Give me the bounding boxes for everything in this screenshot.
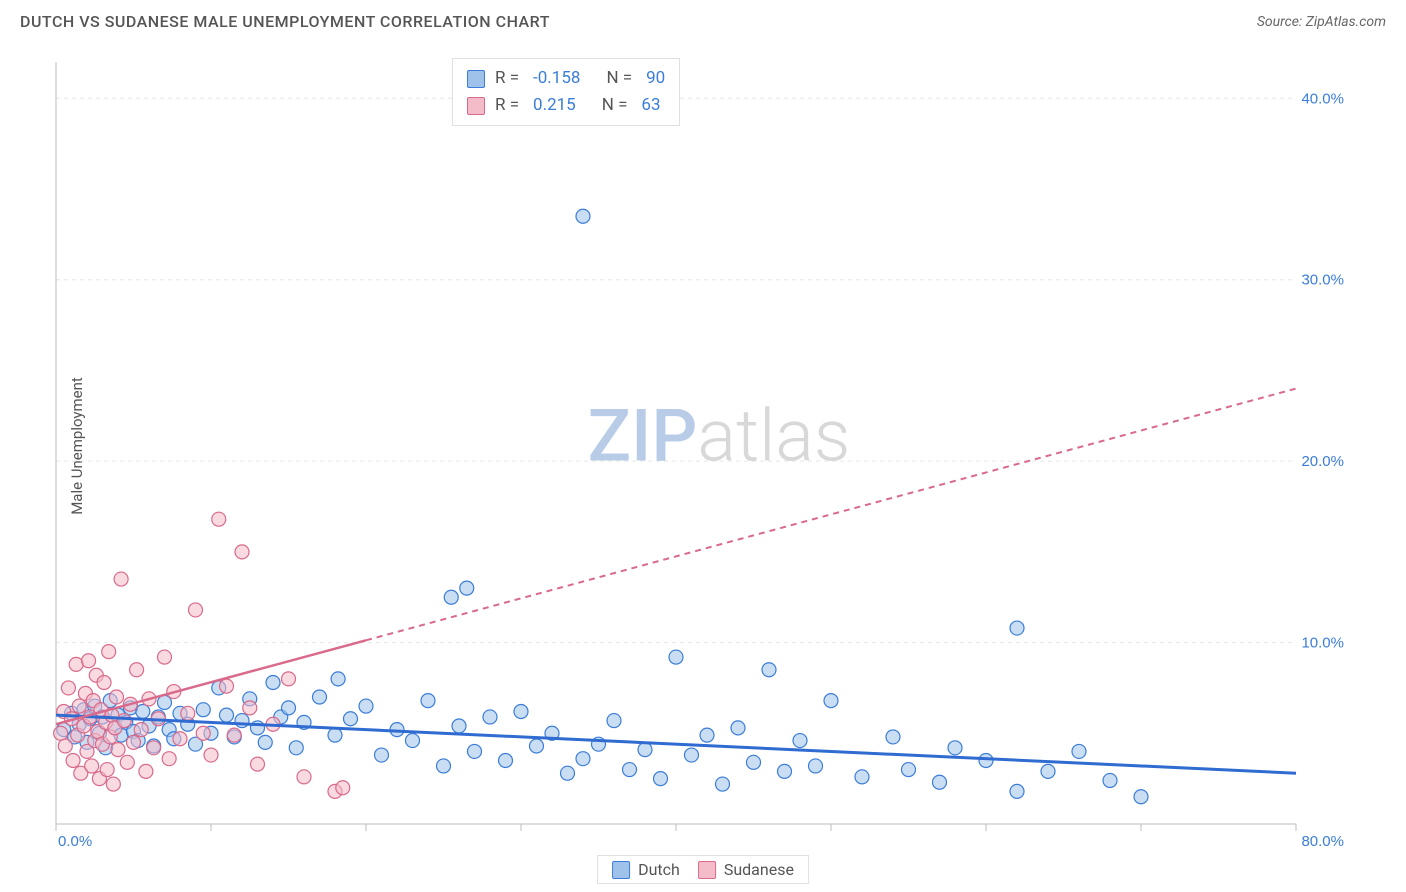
- stats-swatch: [467, 97, 485, 115]
- legend-swatch: [612, 861, 630, 879]
- stats-box: R = -0.158 N = 90 R = 0.215 N = 63: [452, 58, 680, 126]
- svg-text:40.0%: 40.0%: [1301, 90, 1344, 107]
- stats-row: R = -0.158 N = 90: [467, 65, 665, 92]
- n-label: N =: [606, 65, 632, 92]
- stats-row: R = 0.215 N = 63: [467, 92, 665, 119]
- n-label: N =: [602, 92, 628, 119]
- source-label: Source: ZipAtlas.com: [1257, 14, 1386, 30]
- svg-text:80.0%: 80.0%: [1301, 833, 1344, 850]
- n-value: 90: [646, 65, 665, 92]
- chart-title: DUTCH VS SUDANESE MALE UNEMPLOYMENT CORR…: [20, 12, 550, 31]
- legend-swatch: [698, 861, 716, 879]
- legend-label: Dutch: [638, 860, 680, 879]
- svg-text:0.0%: 0.0%: [58, 833, 92, 850]
- r-value: -0.158: [533, 65, 580, 92]
- legend-label: Sudanese: [724, 860, 794, 879]
- r-value: 0.215: [533, 92, 576, 119]
- stats-swatch: [467, 70, 485, 88]
- r-label: R =: [495, 92, 519, 119]
- chart-area: 10.0%20.0%30.0%40.0%0.0%80.0% ZIPatlas R…: [52, 52, 1386, 852]
- scatter-plot: 10.0% 20.0% 30.0% 40.0% 0.0% 80.0%: [52, 52, 1386, 852]
- svg-text:30.0%: 30.0%: [1301, 272, 1344, 289]
- n-value: 63: [641, 92, 660, 119]
- header: DUTCH VS SUDANESE MALE UNEMPLOYMENT CORR…: [0, 0, 1406, 39]
- legend-item: Dutch: [612, 860, 680, 879]
- r-label: R =: [495, 65, 519, 92]
- svg-text:20.0%: 20.0%: [1301, 453, 1344, 470]
- bottom-legend: Dutch Sudanese: [597, 855, 809, 884]
- legend-item: Sudanese: [698, 860, 794, 879]
- svg-text:10.0%: 10.0%: [1301, 635, 1344, 652]
